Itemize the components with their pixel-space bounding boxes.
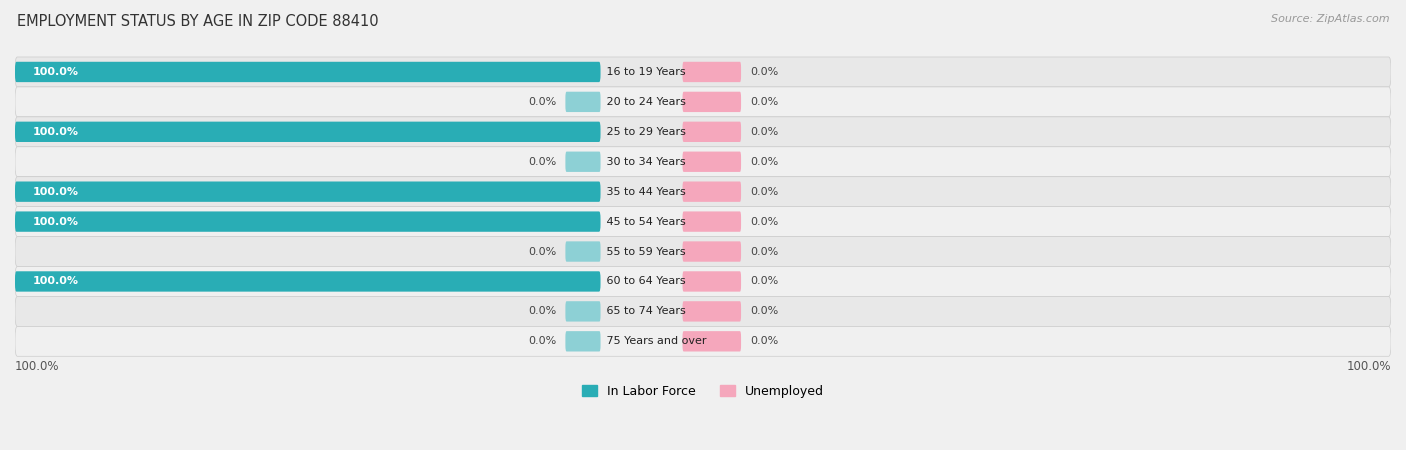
Text: 0.0%: 0.0% [529, 97, 557, 107]
Text: 100.0%: 100.0% [1347, 360, 1391, 373]
Legend: In Labor Force, Unemployed: In Labor Force, Unemployed [576, 380, 830, 403]
FancyBboxPatch shape [565, 301, 600, 322]
Text: 0.0%: 0.0% [529, 306, 557, 316]
Text: 0.0%: 0.0% [749, 306, 778, 316]
FancyBboxPatch shape [15, 297, 1391, 326]
FancyBboxPatch shape [682, 331, 741, 351]
FancyBboxPatch shape [565, 152, 600, 172]
Text: 75 Years and over: 75 Years and over [603, 336, 710, 346]
Text: EMPLOYMENT STATUS BY AGE IN ZIP CODE 88410: EMPLOYMENT STATUS BY AGE IN ZIP CODE 884… [17, 14, 378, 28]
FancyBboxPatch shape [565, 241, 600, 262]
FancyBboxPatch shape [682, 212, 741, 232]
FancyBboxPatch shape [15, 147, 1391, 177]
FancyBboxPatch shape [15, 212, 600, 232]
FancyBboxPatch shape [15, 326, 1391, 356]
Text: 100.0%: 100.0% [32, 276, 79, 287]
FancyBboxPatch shape [682, 62, 741, 82]
Text: 25 to 29 Years: 25 to 29 Years [603, 127, 690, 137]
Text: 0.0%: 0.0% [749, 336, 778, 346]
Text: 100.0%: 100.0% [32, 67, 79, 77]
Text: 0.0%: 0.0% [749, 157, 778, 167]
Text: 0.0%: 0.0% [749, 216, 778, 227]
FancyBboxPatch shape [15, 57, 1391, 87]
Text: 0.0%: 0.0% [749, 276, 778, 287]
Text: 0.0%: 0.0% [749, 97, 778, 107]
Text: 0.0%: 0.0% [529, 247, 557, 256]
FancyBboxPatch shape [682, 181, 741, 202]
FancyBboxPatch shape [565, 331, 600, 351]
FancyBboxPatch shape [15, 181, 600, 202]
FancyBboxPatch shape [15, 207, 1391, 237]
FancyBboxPatch shape [682, 122, 741, 142]
Text: 0.0%: 0.0% [749, 247, 778, 256]
Text: Source: ZipAtlas.com: Source: ZipAtlas.com [1271, 14, 1389, 23]
Text: 0.0%: 0.0% [749, 67, 778, 77]
Text: 60 to 64 Years: 60 to 64 Years [603, 276, 689, 287]
Text: 55 to 59 Years: 55 to 59 Years [603, 247, 689, 256]
FancyBboxPatch shape [15, 62, 600, 82]
FancyBboxPatch shape [15, 177, 1391, 207]
FancyBboxPatch shape [15, 237, 1391, 266]
FancyBboxPatch shape [682, 301, 741, 322]
Text: 0.0%: 0.0% [529, 336, 557, 346]
FancyBboxPatch shape [15, 271, 600, 292]
Text: 30 to 34 Years: 30 to 34 Years [603, 157, 689, 167]
Text: 100.0%: 100.0% [32, 216, 79, 227]
FancyBboxPatch shape [565, 92, 600, 112]
FancyBboxPatch shape [682, 92, 741, 112]
FancyBboxPatch shape [682, 152, 741, 172]
Text: 16 to 19 Years: 16 to 19 Years [603, 67, 689, 77]
Text: 0.0%: 0.0% [749, 127, 778, 137]
FancyBboxPatch shape [682, 241, 741, 262]
Text: 0.0%: 0.0% [749, 187, 778, 197]
FancyBboxPatch shape [15, 122, 600, 142]
FancyBboxPatch shape [15, 266, 1391, 297]
Text: 65 to 74 Years: 65 to 74 Years [603, 306, 690, 316]
FancyBboxPatch shape [15, 117, 1391, 147]
Text: 35 to 44 Years: 35 to 44 Years [603, 187, 690, 197]
Text: 100.0%: 100.0% [32, 127, 79, 137]
Text: 100.0%: 100.0% [15, 360, 59, 373]
FancyBboxPatch shape [682, 271, 741, 292]
FancyBboxPatch shape [15, 87, 1391, 117]
Text: 45 to 54 Years: 45 to 54 Years [603, 216, 690, 227]
Text: 100.0%: 100.0% [32, 187, 79, 197]
Text: 20 to 24 Years: 20 to 24 Years [603, 97, 690, 107]
Text: 0.0%: 0.0% [529, 157, 557, 167]
